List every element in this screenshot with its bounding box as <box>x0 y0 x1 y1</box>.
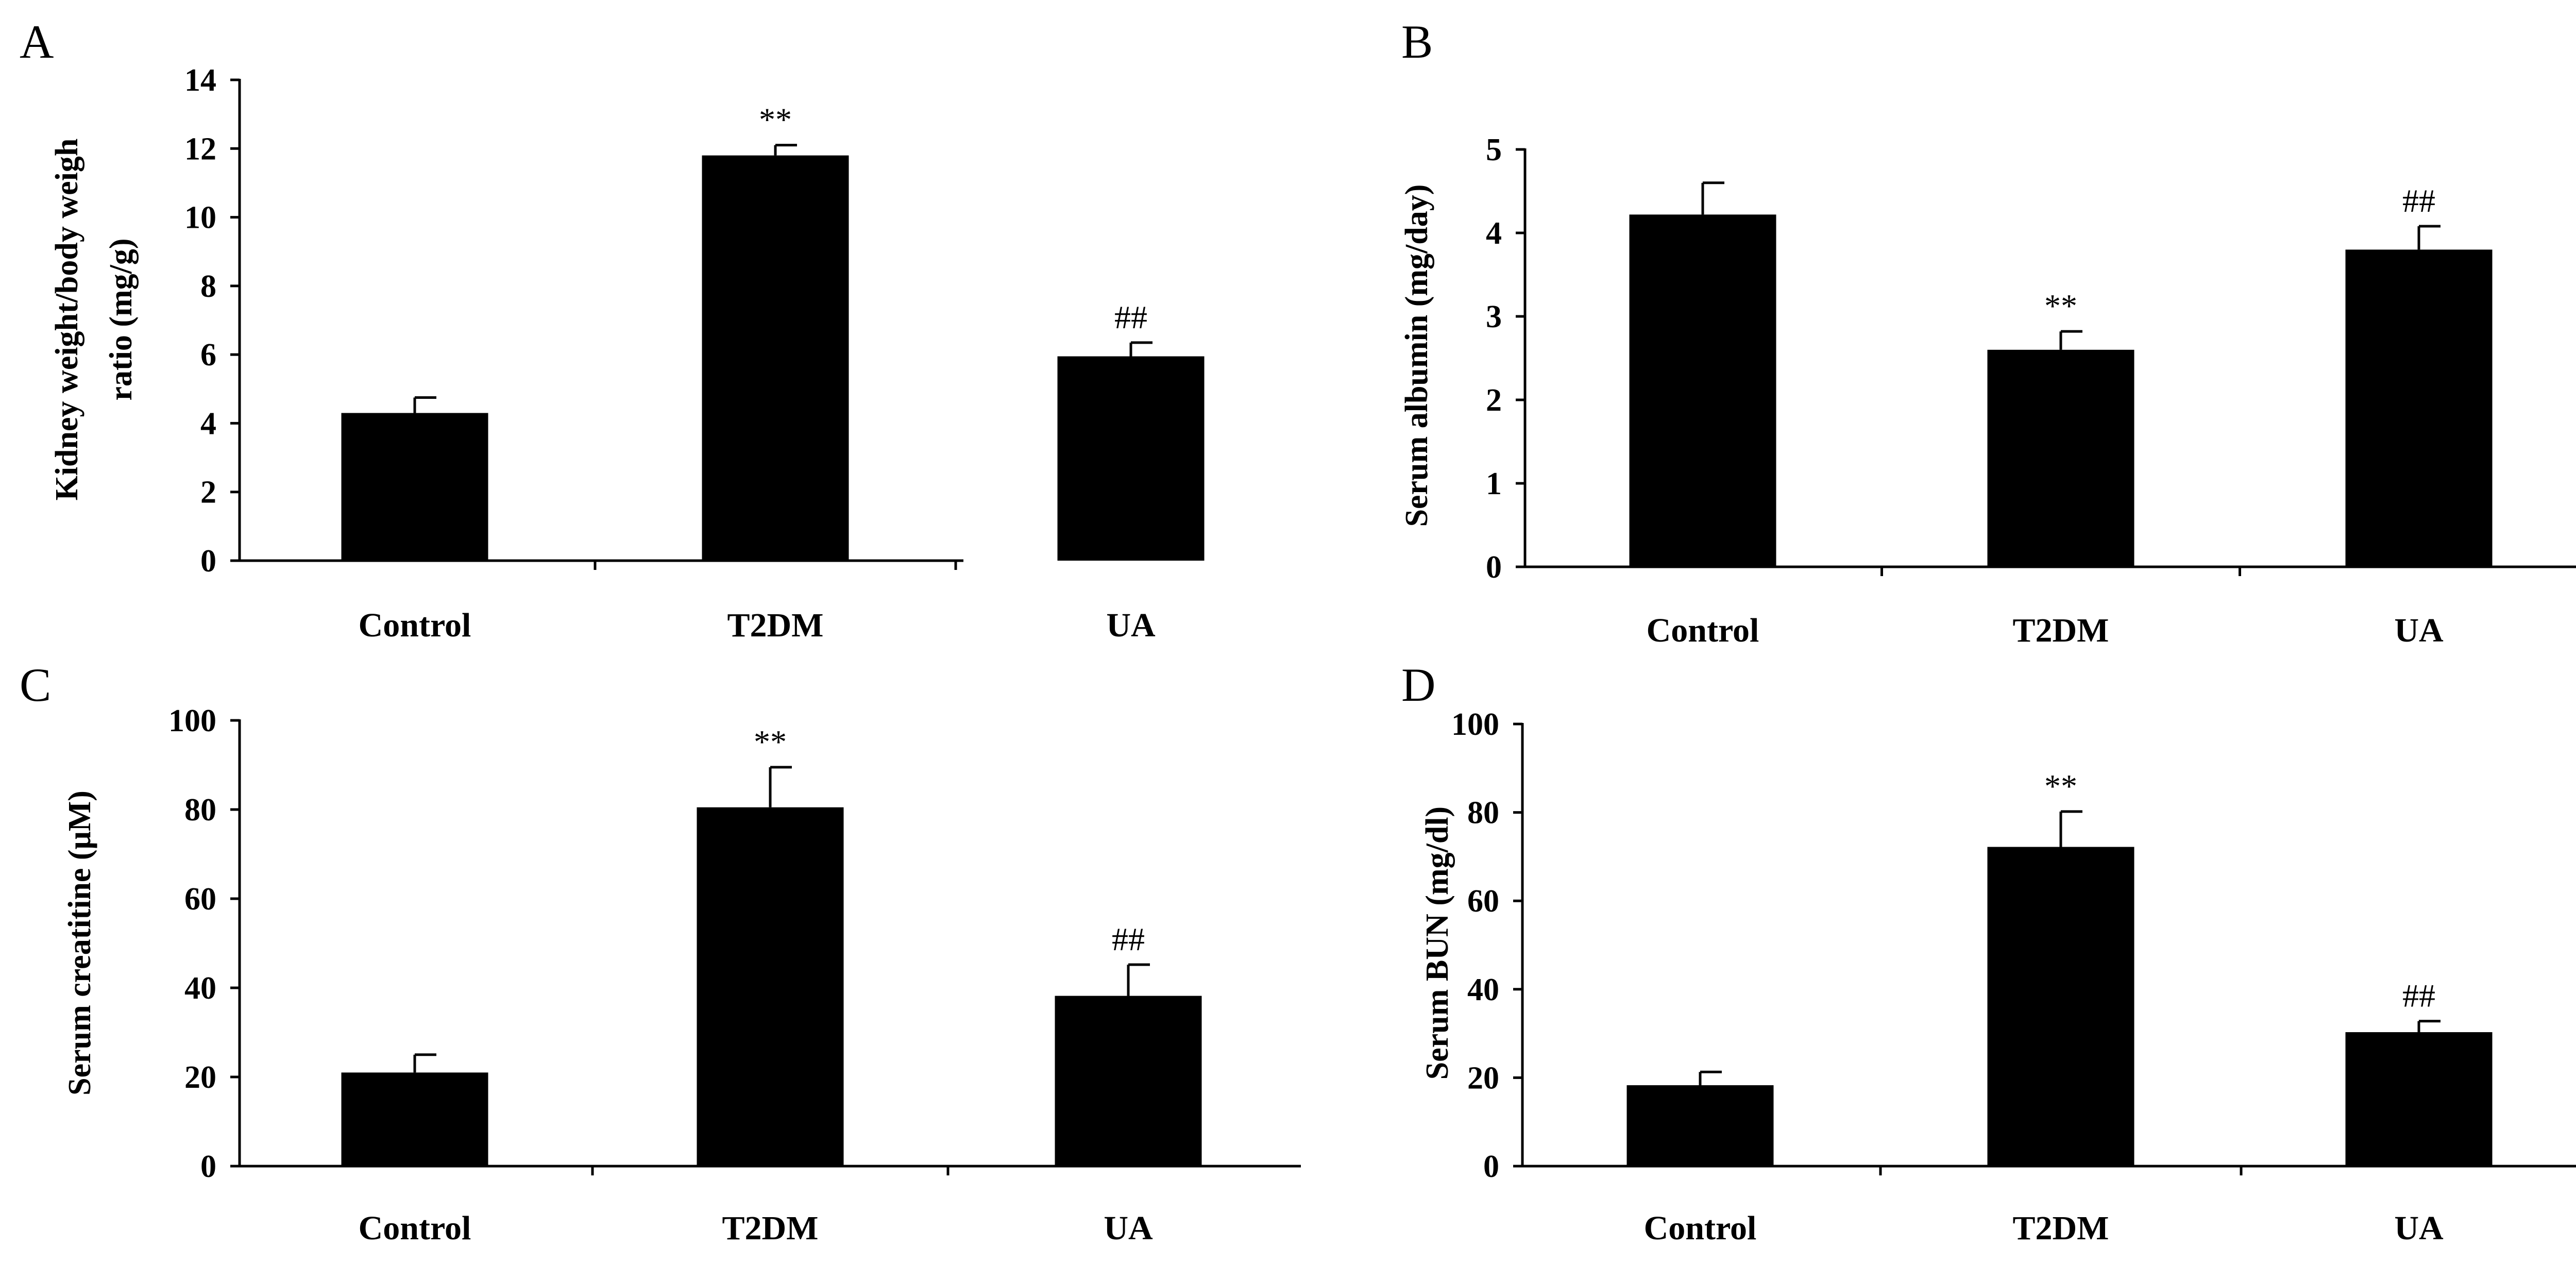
bar-control <box>341 413 488 561</box>
category-label: UA <box>2394 1209 2444 1247</box>
y-tick-label: 0 <box>200 544 216 579</box>
y-tick-label: 0 <box>200 1149 216 1184</box>
category-label: T2DM <box>2013 1209 2109 1247</box>
category-label: UA <box>2394 612 2444 649</box>
y-tick-label: 100 <box>1451 707 1499 742</box>
y-axis-title: Serum creatitine (μM) <box>62 790 97 1096</box>
y-tick-label: 100 <box>168 703 216 738</box>
y-tick-label: 2 <box>200 475 216 510</box>
panel-c: C 0 20 40 60 80 100 Control ** T2DM ## UA Serum crea… <box>20 659 1301 1247</box>
category-label: T2DM <box>722 1209 819 1247</box>
significance-label: ## <box>2402 182 2435 219</box>
panel-a: A 0 2 4 6 8 10 12 14 Control ** T2DM ## UA Kidney weig… <box>20 15 1205 644</box>
y-tick-label: 60 <box>1467 884 1499 919</box>
panel-letter: C <box>20 659 51 711</box>
y-tick-label: 8 <box>200 269 216 304</box>
bar-control <box>1626 1085 1774 1166</box>
y-tick-label: 1 <box>1486 466 1502 501</box>
y-tick-label: 40 <box>184 971 216 1006</box>
bar-ua <box>1057 356 1205 561</box>
y-axis-title: Serum BUN (mg/dl) <box>1420 806 1455 1080</box>
bar-t2dm <box>1987 349 2134 567</box>
significance-label: ## <box>2402 978 2435 1014</box>
category-label: Control <box>359 1209 471 1247</box>
bar-t2dm <box>697 807 844 1166</box>
panel-letter: A <box>20 15 54 68</box>
category-label: Control <box>359 607 471 644</box>
y-axis-title: Kidney weight/body weigh <box>49 139 84 501</box>
y-tick-label: 10 <box>184 200 216 235</box>
category-label: Control <box>1644 1209 1757 1247</box>
bar-control <box>1629 214 1776 567</box>
y-tick-label: 80 <box>184 793 216 828</box>
significance-label: ** <box>754 723 787 760</box>
significance-label: ## <box>1112 921 1145 957</box>
panel-d: D 0 20 40 60 80 100 Control ** T2DM ## UA Serum BUN … <box>1401 659 2576 1247</box>
bar-control <box>341 1072 488 1166</box>
y-tick-label: 14 <box>184 63 216 98</box>
category-label: T2DM <box>2013 612 2109 649</box>
y-tick-label: 20 <box>184 1060 216 1095</box>
y-tick-label: 4 <box>1486 216 1502 251</box>
y-tick-label: 20 <box>1467 1060 1499 1096</box>
panel-letter: D <box>1401 659 1435 711</box>
bar-ua <box>1055 996 1202 1166</box>
y-tick-label: 80 <box>1467 796 1499 831</box>
y-tick-label: 0 <box>1486 550 1502 585</box>
y-tick-label: 12 <box>184 131 216 166</box>
y-tick-label: 3 <box>1486 299 1502 334</box>
bar-ua <box>2345 249 2493 567</box>
significance-label: ** <box>2044 768 2077 804</box>
category-label: UA <box>1104 1209 1153 1247</box>
y-tick-label: 5 <box>1486 132 1502 167</box>
category-label: UA <box>1106 607 1156 644</box>
y-tick-label: 2 <box>1486 383 1502 418</box>
y-tick-label: 40 <box>1467 972 1499 1007</box>
category-label: Control <box>1647 612 1759 649</box>
bar-t2dm <box>702 155 849 561</box>
bar-ua <box>2345 1032 2493 1166</box>
significance-label: ## <box>1114 299 1147 335</box>
panel-b: B 0 1 2 3 4 5 Control ** T2DM ## UA Serum albumin (m… <box>1399 15 2576 649</box>
bar-t2dm <box>1987 847 2134 1166</box>
category-label: T2DM <box>727 607 824 644</box>
y-tick-label: 6 <box>200 338 216 373</box>
y-tick-label: 4 <box>200 406 216 441</box>
panel-letter: B <box>1401 15 1433 68</box>
y-axis-title: ratio (mg/g) <box>104 238 139 400</box>
significance-label: ** <box>2044 288 2077 324</box>
y-axis-title: Serum albumin (mg/day) <box>1399 184 1434 527</box>
significance-label: ** <box>759 102 792 138</box>
y-tick-label: 0 <box>1483 1149 1499 1184</box>
y-tick-label: 60 <box>184 882 216 917</box>
